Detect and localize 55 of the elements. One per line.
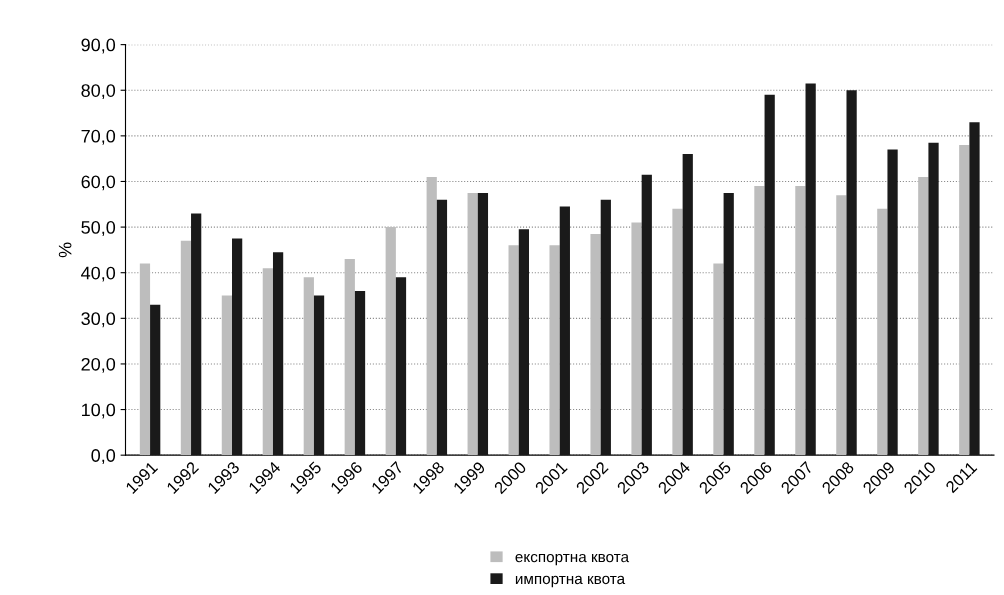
bar <box>764 94 775 456</box>
bar <box>436 199 448 456</box>
bar <box>590 233 601 456</box>
bar <box>272 252 284 456</box>
bar <box>477 192 489 456</box>
bar <box>232 238 243 456</box>
bar <box>959 144 970 456</box>
y-tick-label: 60,0 <box>81 175 116 191</box>
bar <box>395 277 407 456</box>
bar <box>836 195 847 456</box>
bar <box>641 174 652 456</box>
legend-label: експортна квота <box>515 553 630 566</box>
bar <box>549 245 560 456</box>
bar <box>139 263 151 456</box>
legend-label: импортна квота <box>515 575 626 588</box>
bar <box>672 208 683 456</box>
bar <box>354 290 366 456</box>
bar <box>303 277 314 456</box>
bar <box>191 213 202 456</box>
bar <box>559 206 570 456</box>
bar <box>723 192 734 456</box>
bar <box>969 122 980 456</box>
bar <box>928 142 939 456</box>
bar <box>180 240 192 456</box>
y-tick-label: 40,0 <box>81 266 116 282</box>
bar <box>262 268 273 456</box>
bar <box>518 229 530 456</box>
bar <box>426 176 437 456</box>
bar <box>631 222 642 456</box>
y-tick-label: 70,0 <box>81 129 116 145</box>
bar <box>805 83 816 456</box>
bar <box>795 186 806 456</box>
bar <box>877 208 888 456</box>
y-tick-label: 80,0 <box>81 84 116 100</box>
y-tick-label: 90,0 <box>81 38 116 54</box>
bar <box>754 186 765 456</box>
bar <box>713 263 724 456</box>
bar <box>344 259 355 456</box>
bar <box>467 192 478 456</box>
bar <box>887 149 898 456</box>
bar <box>600 199 611 456</box>
bar <box>313 295 325 456</box>
bar <box>150 304 161 456</box>
bar <box>846 90 857 456</box>
y-tick-label: 20,0 <box>81 357 116 373</box>
y-tick-label: 50,0 <box>81 221 116 236</box>
bar <box>508 245 519 456</box>
y-tick-label: 10,0 <box>82 403 116 419</box>
bar <box>918 176 929 456</box>
bar <box>682 154 693 456</box>
y-axis-title: % <box>58 242 72 258</box>
bar <box>221 295 233 456</box>
bar <box>385 227 396 456</box>
y-tick-label: 30,0 <box>81 312 116 328</box>
y-tick-label: 0,0 <box>91 449 116 465</box>
